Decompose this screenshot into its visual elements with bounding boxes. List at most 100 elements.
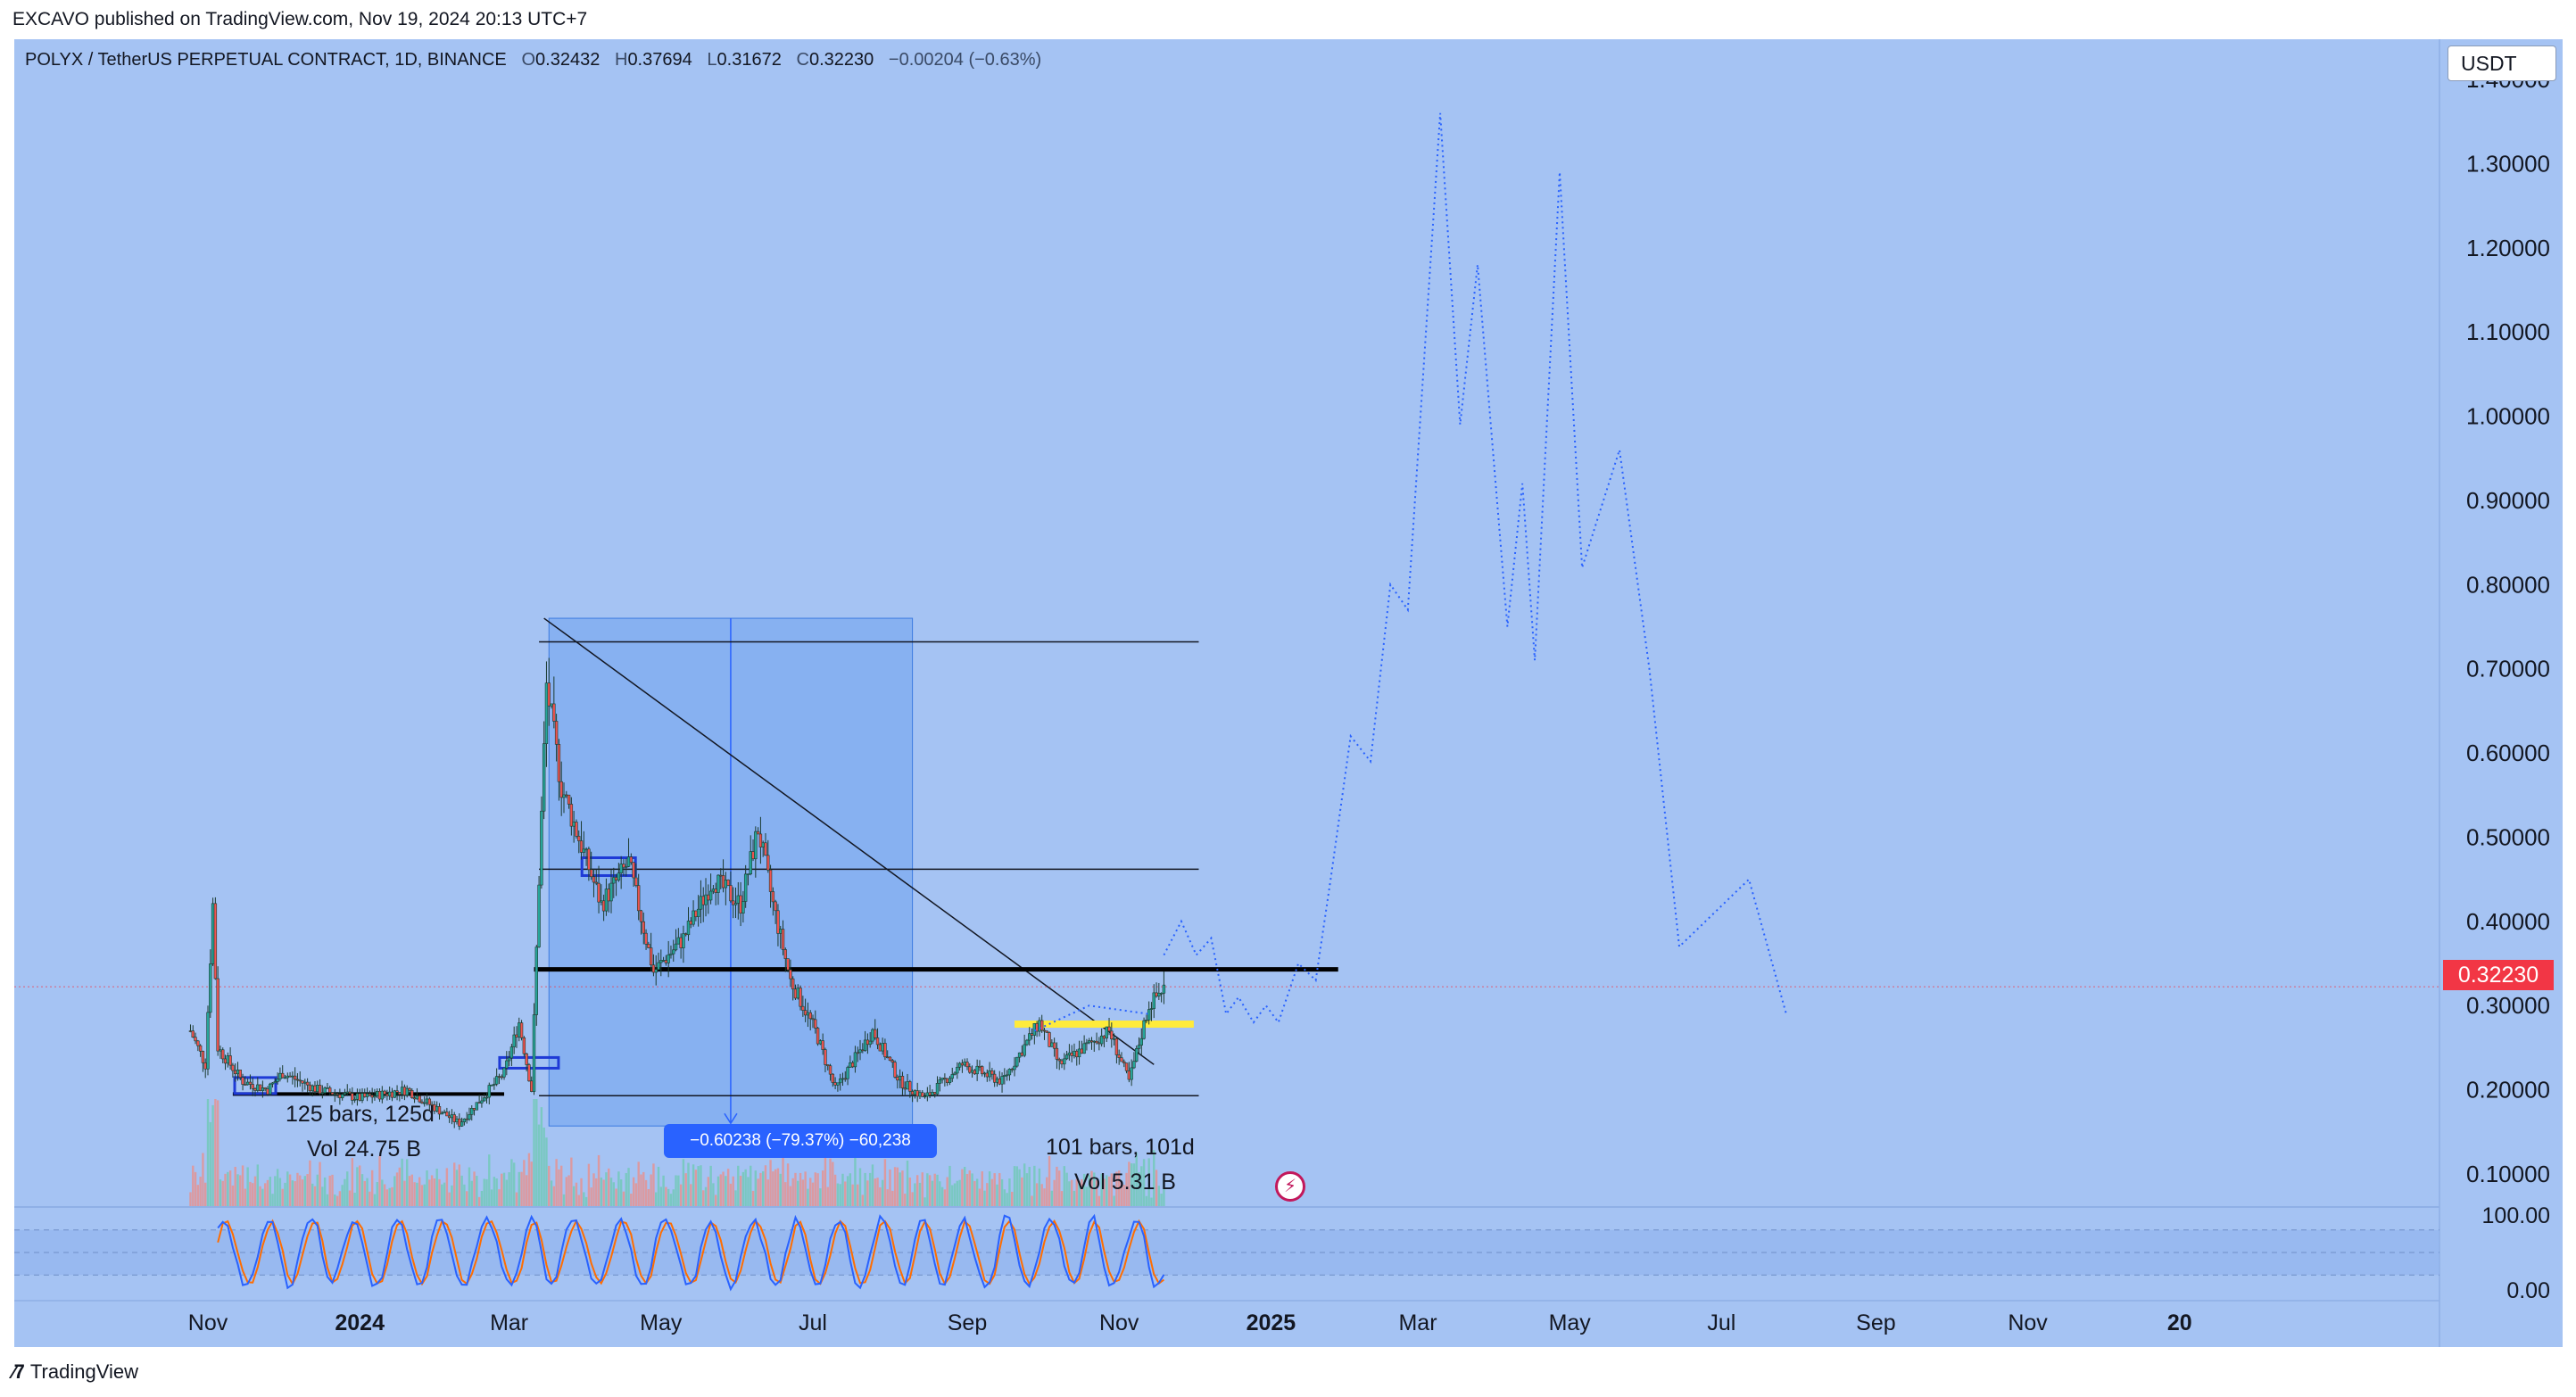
volume-bar xyxy=(316,1174,319,1206)
candle-body xyxy=(743,873,748,902)
candle-body xyxy=(654,969,658,973)
volume-bar xyxy=(1015,1166,1018,1206)
volume-bar xyxy=(470,1180,473,1206)
volume-bar xyxy=(712,1183,715,1206)
y-tick-label: 0.60000 xyxy=(2466,740,2550,766)
candle-body xyxy=(465,1118,468,1120)
candle-body xyxy=(203,1062,207,1070)
volume-bar xyxy=(1043,1188,1046,1206)
volume-bar xyxy=(351,1158,354,1206)
candle-body xyxy=(866,1039,870,1046)
candle-body xyxy=(1063,1058,1066,1065)
candle-body xyxy=(485,1096,489,1099)
volume-bar xyxy=(527,1153,531,1206)
volume-bar xyxy=(625,1172,627,1206)
candle-body xyxy=(604,889,609,912)
volume-bar xyxy=(832,1161,834,1206)
volume-bar xyxy=(965,1173,969,1206)
volume-bar xyxy=(1090,1170,1093,1206)
flash-icon[interactable]: ⚡ xyxy=(1275,1171,1305,1202)
candle-body xyxy=(402,1087,407,1095)
volume-bar xyxy=(659,1186,663,1206)
candle-body xyxy=(684,933,688,936)
candle-body xyxy=(542,743,546,812)
volume-bar xyxy=(463,1184,466,1206)
candle-body xyxy=(537,884,541,947)
candle-body xyxy=(298,1079,302,1082)
volume-bar xyxy=(331,1174,334,1206)
candle-body xyxy=(968,1066,972,1073)
candle-body xyxy=(945,1078,949,1083)
candle-body xyxy=(1045,1030,1048,1033)
volume-bar xyxy=(1095,1180,1098,1206)
y-tick-label: 0.40000 xyxy=(2466,908,2550,935)
candle-body xyxy=(201,1051,205,1063)
candle-body xyxy=(850,1062,855,1068)
volume-bar xyxy=(360,1174,364,1206)
candle-body xyxy=(696,908,700,918)
candle-body xyxy=(908,1081,912,1092)
candle-body xyxy=(305,1081,310,1086)
volume-bar xyxy=(448,1192,451,1206)
volume-bar xyxy=(819,1188,822,1206)
candle-body xyxy=(418,1095,421,1103)
volume-bar xyxy=(194,1171,197,1206)
volume-bar xyxy=(1132,1163,1136,1206)
candle-body xyxy=(856,1052,859,1054)
volume-bar xyxy=(951,1185,954,1206)
candle-body xyxy=(1139,1037,1143,1046)
volume-bar xyxy=(473,1171,476,1206)
candle-body xyxy=(452,1114,456,1122)
candle-body xyxy=(515,1034,518,1037)
volume-bar xyxy=(1053,1179,1056,1206)
volume-bar xyxy=(1000,1178,1004,1206)
candle-body xyxy=(502,1067,506,1078)
volume-bar xyxy=(971,1173,973,1206)
candle-body xyxy=(1132,1061,1136,1069)
volume-bar xyxy=(455,1170,459,1206)
candle-body xyxy=(711,889,716,892)
candle-body xyxy=(493,1083,496,1086)
volume-bar xyxy=(1157,1186,1161,1206)
candle-body xyxy=(293,1075,297,1080)
volume-bar xyxy=(968,1170,971,1206)
candle-body xyxy=(343,1092,347,1095)
candle-body xyxy=(903,1087,907,1090)
volume-bar xyxy=(948,1165,951,1206)
volume-bar xyxy=(797,1180,799,1206)
volume-bar xyxy=(485,1178,488,1206)
volume-bar xyxy=(231,1185,235,1206)
volume-bar xyxy=(1163,1177,1165,1206)
x-tick-label: Nov xyxy=(1099,1310,1139,1335)
candle-body xyxy=(400,1087,404,1095)
candle-body xyxy=(692,910,695,925)
candle-body xyxy=(764,842,767,856)
volume-bar xyxy=(816,1173,819,1206)
volume-bar xyxy=(662,1175,665,1206)
volume-bar xyxy=(914,1183,916,1206)
volume-bar xyxy=(562,1194,566,1206)
candle-body xyxy=(365,1093,369,1097)
candle-body xyxy=(664,960,668,963)
volume-bar xyxy=(502,1172,506,1206)
volume-bar xyxy=(677,1175,680,1206)
volume-bar xyxy=(383,1184,386,1206)
candle-body xyxy=(1032,1023,1037,1036)
footer[interactable]: ⁄7 TradingView xyxy=(12,1360,138,1384)
volume-bar xyxy=(408,1176,411,1206)
candle-body xyxy=(559,781,563,798)
candle-body xyxy=(886,1056,890,1059)
currency-selector[interactable]: USDT xyxy=(2448,45,2556,81)
candle-body xyxy=(236,1070,240,1075)
volume-bar xyxy=(373,1194,377,1206)
volume-bar xyxy=(261,1188,264,1206)
volume-bar xyxy=(570,1157,573,1206)
volume-bar xyxy=(239,1175,242,1206)
volume-bar xyxy=(271,1194,274,1206)
volume-bar xyxy=(672,1189,675,1206)
range1-volume: Vol 24.75 B xyxy=(307,1137,421,1161)
volume-bar xyxy=(1145,1195,1148,1206)
candle-body xyxy=(1127,1070,1131,1080)
candle-body xyxy=(1023,1044,1026,1056)
